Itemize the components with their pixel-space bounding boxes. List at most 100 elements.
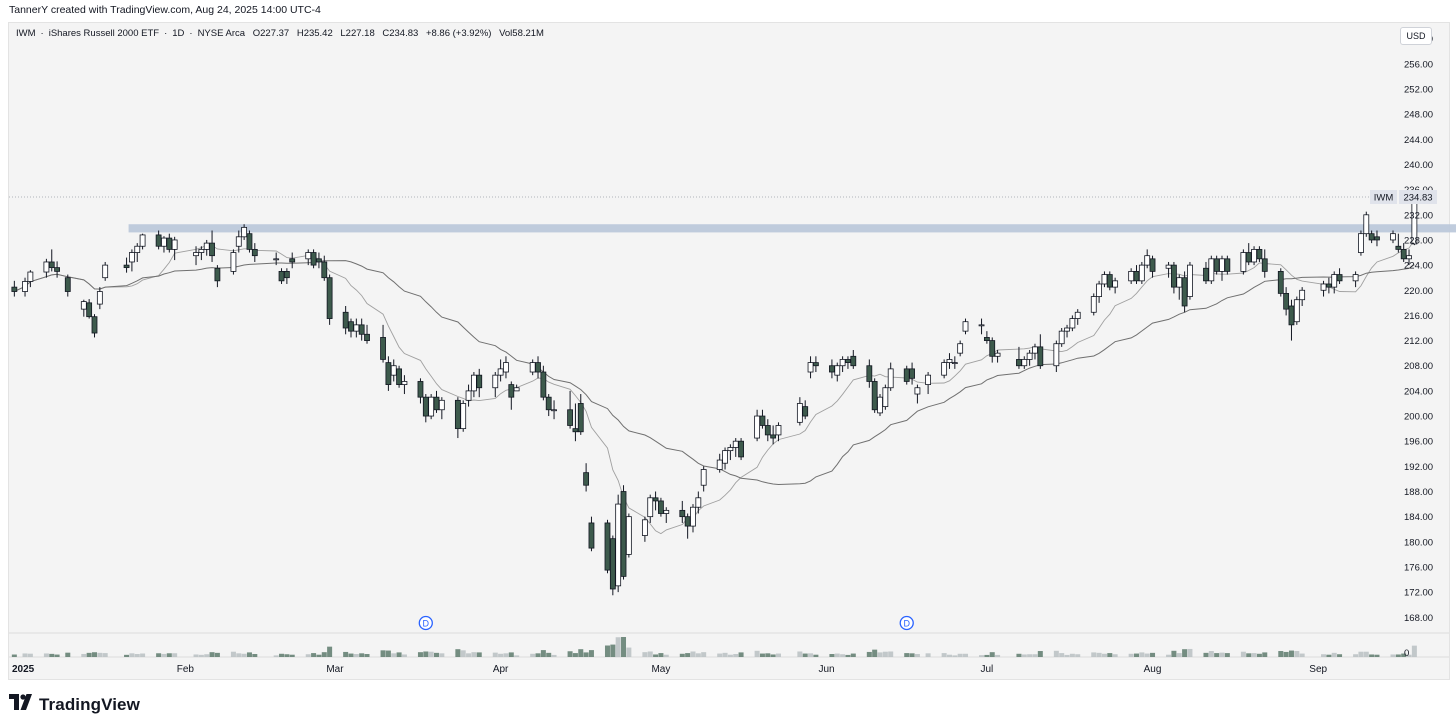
candle-body — [454, 399, 461, 430]
candle-body — [796, 403, 803, 423]
ma-short-line — [14, 239, 1415, 535]
candle-body — [171, 239, 178, 250]
candle-body — [321, 261, 328, 279]
volume-bar — [845, 654, 851, 657]
candle-body — [246, 233, 253, 250]
tradingview-logo[interactable]: TradingView — [9, 694, 140, 716]
volume-bar — [327, 646, 333, 657]
volume-bar — [316, 654, 322, 657]
candle-body — [925, 374, 932, 385]
x-tick-label: Feb — [177, 664, 195, 675]
volume-bar — [54, 654, 60, 657]
candle-body — [428, 396, 435, 417]
candle-body — [572, 428, 579, 433]
volume-bar — [166, 653, 172, 657]
candle-body — [134, 245, 141, 253]
volume-bar — [621, 637, 627, 657]
candle-body — [193, 252, 199, 257]
volume-bar — [236, 653, 242, 657]
volume-bar — [1171, 650, 1177, 657]
candle-body — [422, 396, 429, 417]
candle-body — [91, 316, 98, 334]
volume-bar — [417, 652, 423, 657]
volume-bar — [727, 654, 733, 657]
volume-bar — [1128, 653, 1134, 657]
candle-body — [235, 236, 242, 247]
symbol-interval[interactable]: 1D — [172, 28, 185, 39]
y-tick-label: 176.00 — [1404, 562, 1433, 573]
candle-body — [508, 384, 515, 398]
candle-body — [994, 352, 1001, 357]
candle-body — [583, 472, 590, 486]
candle-body — [647, 497, 654, 518]
candle-body — [1149, 258, 1156, 272]
candle-body — [353, 324, 360, 332]
volume-bar — [129, 653, 135, 657]
volume-bar — [391, 653, 397, 657]
volume-bar — [567, 651, 573, 657]
candle-body — [310, 252, 317, 266]
symbol-ticker[interactable]: IWM — [16, 28, 36, 39]
candle-body — [641, 519, 648, 536]
candle-body — [1165, 264, 1172, 269]
volume-bar — [161, 653, 167, 657]
candle-body — [1256, 248, 1263, 260]
candle-body — [738, 440, 744, 458]
chart-pane[interactable] — [8, 22, 1450, 680]
volume-bar — [380, 650, 386, 657]
candle-body — [588, 522, 595, 549]
volume-bar — [1251, 653, 1257, 657]
currency-button[interactable]: USD — [1400, 27, 1432, 45]
volume-bar — [904, 653, 910, 657]
candle-body — [529, 362, 536, 373]
candle-body — [663, 509, 670, 514]
y-tick-label: 244.00 — [1404, 135, 1433, 146]
x-tick-label: Aug — [1144, 664, 1162, 675]
volume-bar — [653, 654, 659, 657]
volume-bar — [1016, 653, 1022, 657]
volume-bar — [1021, 654, 1027, 657]
volume-bar — [1256, 653, 1262, 657]
volume-bar — [1053, 650, 1059, 657]
y-tick-label: 216.00 — [1404, 311, 1433, 322]
candle-body — [1293, 299, 1300, 323]
candle-body — [1090, 296, 1097, 313]
x-tick-label: May — [651, 664, 670, 675]
candle-body — [1395, 245, 1402, 250]
y-tick-label: 200.00 — [1404, 412, 1433, 423]
volume-bar — [289, 654, 295, 657]
candle-body — [1176, 277, 1183, 288]
volume-zero-label: 0 — [1404, 648, 1409, 659]
volume-bar — [829, 654, 835, 657]
candle-body — [364, 333, 370, 341]
candle-body — [1406, 255, 1412, 260]
volume-bar — [615, 637, 621, 657]
volume-bar — [1208, 651, 1214, 657]
candle-body — [460, 403, 467, 430]
candle-body — [316, 258, 322, 263]
candle-body — [620, 491, 627, 577]
candle-body — [348, 321, 354, 332]
volume-bar — [348, 653, 354, 657]
volume-bar — [401, 654, 407, 657]
candle-body — [850, 355, 857, 367]
candle-body — [775, 425, 782, 436]
volume-bar — [1262, 652, 1268, 657]
volume-bar — [685, 653, 691, 657]
candle-body — [155, 234, 162, 247]
volume-bar — [396, 652, 402, 657]
candle-body — [770, 434, 777, 439]
volume-bar — [498, 653, 504, 657]
volume-bar — [775, 653, 781, 657]
candle-body — [385, 362, 392, 385]
candle-body — [1058, 330, 1065, 345]
volume-bar — [540, 650, 546, 657]
candle-body — [829, 365, 835, 373]
candle-body — [882, 387, 889, 408]
volume-bar — [663, 654, 669, 657]
symbol-legend[interactable]: IWM · iShares Russell 2000 ETF · 1D · NYSE Arc… — [16, 28, 549, 39]
candle-body — [203, 242, 210, 250]
volume-bar — [1369, 654, 1375, 657]
candle-body — [764, 425, 771, 436]
